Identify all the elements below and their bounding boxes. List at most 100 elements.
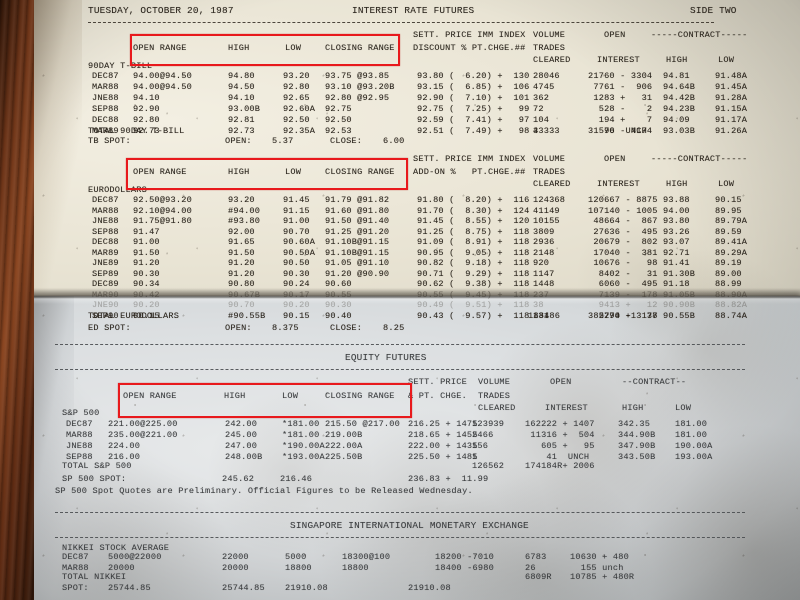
cell-open_int: 162222 + 1407: [525, 419, 595, 429]
cell-open_range: 91.47: [133, 226, 160, 237]
sp500-spot-high: 245.62: [222, 474, 255, 484]
cell-open_int: 10630 + 480: [570, 552, 629, 562]
equity-open-interest-header-line1: OPEN: [550, 377, 572, 387]
tbill-spot-label: TB SPOT:: [88, 136, 131, 146]
cell-high: 94.50: [228, 82, 255, 92]
paper-sheet-upper: [28, 0, 800, 302]
cell-month: JNE88: [92, 216, 119, 226]
cell-sett: 92.59 ( 7.41) + 97: [417, 115, 530, 125]
cell-low: 90.30: [283, 268, 310, 279]
nikkei-spot-open: 25744.85: [108, 583, 151, 593]
cell-open_int: 528 - 2: [588, 104, 653, 114]
cell-sett: 90.62 ( 9.38) + 118: [417, 279, 530, 289]
cell-c_low: 89.00: [715, 268, 742, 279]
cell-low: 18800: [285, 563, 312, 573]
euro-contract-rule: -----CONTRACT-----: [651, 154, 748, 164]
cell-closing_range: 91.50 @91.40: [325, 216, 390, 226]
cell-c_low: 91.45A: [715, 82, 748, 92]
cell-open_range: 91.75@91.80: [133, 216, 192, 226]
cell-month: JNE89: [92, 258, 119, 268]
nikkei-spot-label: SPOT:: [62, 583, 89, 593]
cell-open_range: 91.00: [133, 237, 160, 247]
cell-low: *193.00A: [282, 452, 325, 462]
cell-volume: 1448: [533, 279, 555, 289]
nikkei-total-volume: 6809R: [525, 572, 552, 582]
cell-sett: 91.45 ( 8.55) + 120: [417, 216, 530, 226]
tbill-section-title: 90DAY T-BILL: [88, 61, 153, 71]
equity-open-interest-header-line2: INTEREST: [545, 403, 588, 413]
cell-open_range: 20000: [108, 563, 135, 573]
tbill-spot-close-label: CLOSE:: [330, 136, 363, 146]
cell-low: 91.15: [283, 205, 310, 216]
cell-month: MAR88: [66, 430, 93, 440]
cell-open_range: 90.30: [133, 268, 160, 279]
euro-open-interest-header-line1: OPEN: [604, 154, 626, 164]
euro-sett-price-header-line1: SETT. PRICE IMM INDEX: [413, 154, 526, 164]
cell-c_high: 342.35: [618, 419, 651, 429]
cell-volume: 28046: [533, 71, 560, 81]
cell-closing_range: 91.05 @91.10: [325, 258, 390, 268]
cell-month: MAR89: [92, 126, 119, 136]
paper-sheet-lower: [28, 296, 800, 600]
annotation-box-eurodollar-headers: [126, 158, 408, 190]
cell-sett: 90.55 ( 9.45) + 118: [417, 289, 530, 300]
equity-top-divider: [55, 344, 745, 345]
cell-high: 22000: [222, 552, 249, 562]
cell-open_int: 7139 - 178: [588, 289, 658, 300]
cell-sett: 91.70 ( 8.30) + 124: [417, 205, 530, 216]
cell-c_high: 94.64B: [663, 82, 696, 92]
cell-open_int: 10676 - 98: [588, 258, 658, 268]
cell-high: 92.73: [228, 126, 255, 136]
cell-closing_range: 219.00B: [325, 430, 363, 440]
cell-closing_range: 91.10B@91.15: [325, 247, 390, 258]
cell-closing_range: 91.25 @91.20: [325, 226, 390, 237]
cell-open_int: 155 unch: [570, 563, 624, 573]
cell-low: 92.35A: [283, 126, 316, 136]
cell-volume: 10155: [533, 216, 560, 226]
cell-sett: 225.50 + 1485: [408, 452, 478, 462]
equity-volume-header-line3: CLEARED: [478, 403, 516, 413]
cell-high: 91.20: [228, 268, 255, 279]
cell-low: 92.50: [283, 115, 310, 125]
cell-volume: 124368: [533, 195, 566, 205]
euro-spot-open-label: OPEN:: [225, 323, 252, 333]
euro-contract-high-header: HIGH: [666, 179, 688, 189]
cell-high: 90.70: [228, 300, 255, 310]
cell-open_range: 91.50: [133, 247, 160, 258]
cell-open_int: 194 + 7: [588, 115, 653, 125]
cell-c_high: 90.55B: [663, 310, 696, 321]
cell-open_range: 92.73: [133, 126, 160, 136]
cell-c_high: 93.26: [663, 226, 690, 237]
cell-sett: 92.90 ( 7.10) + 101: [417, 93, 530, 103]
cell-c_high: 343.50B: [618, 452, 656, 462]
cell-open_int: 6060 - 495: [588, 279, 658, 289]
equity-volume-header-line2: TRADES: [478, 391, 511, 401]
cell-low: 90.50: [283, 258, 310, 268]
cell-month: DEC87: [66, 419, 93, 429]
sp500-footnote: SP 500 Spot Quotes are Preliminary. Offi…: [55, 486, 473, 496]
cell-high: 93.20: [228, 195, 255, 205]
cell-closing_range: 91.20 @90.90: [325, 268, 390, 279]
cell-sett: 222.00 + 1435: [408, 441, 478, 451]
sett-price-header-line2: DISCOUNT % PT.CHGE.##: [413, 43, 526, 53]
contract-low-header: LOW: [718, 55, 735, 65]
euro-spot-open: 8.375: [272, 323, 299, 333]
cell-high: 90.80: [228, 279, 255, 289]
tbill-spot-open: 5.37: [272, 136, 294, 146]
cell-month: SEP88: [92, 226, 119, 237]
cell-open_int: 120667 - 8875: [588, 195, 658, 205]
open-range-header: OPEN RANGE: [133, 43, 187, 53]
cell-closing_range: 93.75 @93.85: [325, 71, 390, 81]
cell-open_int: 2274 + 78: [588, 310, 658, 321]
cell-c_low: 88.74A: [715, 310, 748, 321]
cell-volume: 6783: [525, 552, 547, 562]
euro-low-header: LOW: [285, 167, 302, 177]
cell-low: 92.60A: [283, 104, 316, 114]
cell-volume: 41149: [533, 205, 560, 216]
euro-spot-close: 8.25: [383, 323, 405, 333]
cell-c_high: 93.88: [663, 195, 690, 205]
cell-month: MAR88: [62, 563, 89, 573]
cell-c_low: 190.00A: [675, 441, 713, 451]
cell-volume: 104: [533, 115, 550, 125]
cell-c_high: 91.41: [663, 258, 690, 268]
